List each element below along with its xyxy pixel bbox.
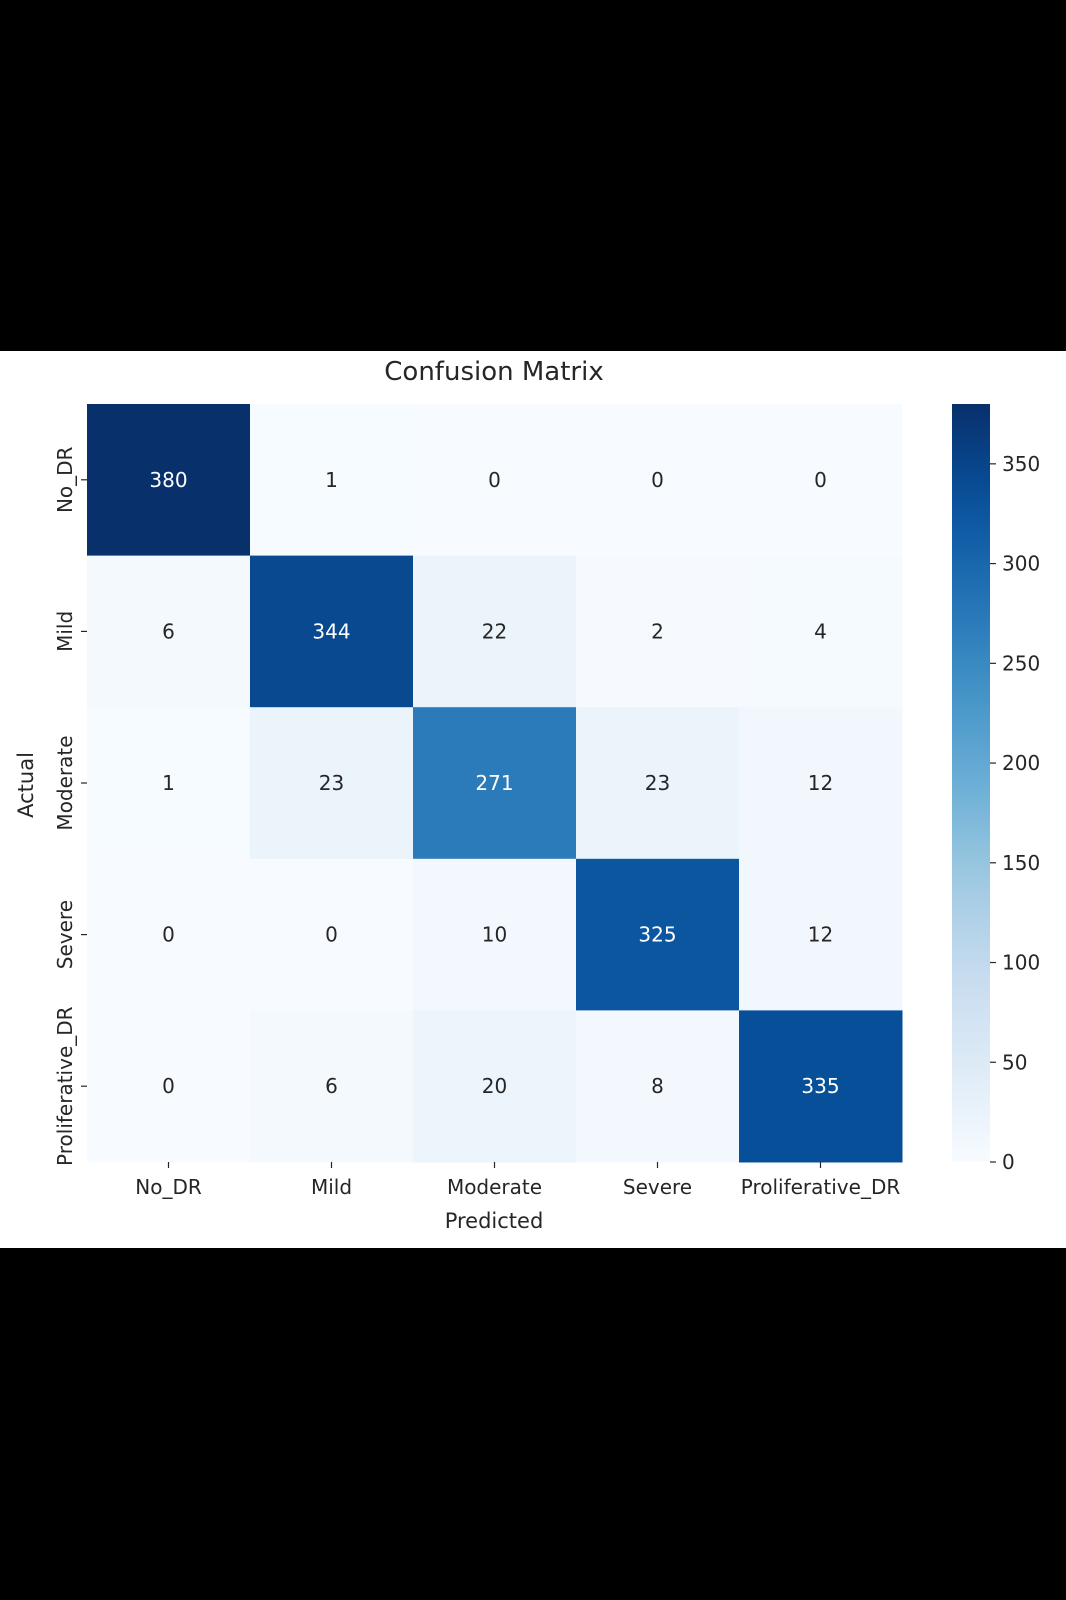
cell-value-label: 8 — [651, 1074, 664, 1098]
heatmap-cell — [250, 1010, 414, 1163]
colorbar-tick-label: 150 — [1002, 851, 1040, 875]
cell-value-label: 0 — [488, 468, 501, 492]
cell-value-label: 380 — [149, 468, 187, 492]
cell-value-label: 10 — [482, 923, 507, 947]
colorbar-tick-label: 300 — [1002, 552, 1040, 576]
confusion-matrix-chart: Confusion Matrix 380 1 0 0 06 344 22 2 41 23 271 23… — [14, 357, 1040, 1233]
y-axis-label: Actual — [14, 752, 38, 818]
colorbar — [952, 404, 990, 1162]
colorbar-tick-label: 350 — [1002, 452, 1040, 476]
cell-value-label: 335 — [801, 1074, 839, 1098]
heatmap-cells: 380 1 0 0 06 344 22 2 41 23 271 23 120 0 10 325 120 6 20 8 3… — [87, 404, 903, 1163]
cell-value-label: 344 — [312, 619, 350, 643]
colorbar-ticks: 0 50 100 150 200 250 300 350 — [990, 452, 1040, 1174]
cell-value-label: 12 — [808, 923, 833, 947]
y-tick-label: Mild — [53, 611, 77, 652]
x-tick-label: Proliferative_DR — [741, 1175, 901, 1199]
cell-value-label: 23 — [645, 771, 670, 795]
heatmap-cell — [250, 404, 414, 557]
heatmap-cell — [250, 707, 414, 860]
heatmap-cell — [576, 1010, 740, 1163]
y-axis-ticks: No_DR Mild Moderate Severe Proliferative_DR — [53, 446, 87, 1166]
chart-title: Confusion Matrix — [384, 357, 603, 387]
cell-value-label: 0 — [325, 923, 338, 947]
heatmap-cell — [87, 555, 251, 708]
heatmap-cell — [413, 858, 577, 1011]
y-tick-label: Severe — [53, 900, 77, 969]
cell-value-label: 6 — [162, 619, 175, 643]
heatmap-cell — [739, 707, 903, 860]
cell-value-label: 271 — [475, 771, 513, 795]
cell-value-label: 22 — [482, 619, 507, 643]
chart-figure: Confusion Matrix 380 1 0 0 0 6 344 22 2 4 1 23 271 23… — [0, 351, 1066, 1248]
heatmap-cell — [739, 1010, 903, 1163]
heatmap-cell — [576, 555, 740, 708]
heatmap-cell — [739, 858, 903, 1011]
heatmap-cell — [576, 404, 740, 557]
colorbar-tick-label: 0 — [1002, 1150, 1015, 1174]
cell-value-label: 325 — [638, 923, 676, 947]
heatmap-cell — [576, 858, 740, 1011]
heatmap-cell — [739, 404, 903, 557]
heatmap-cell — [87, 1010, 251, 1163]
colorbar-tick-label: 50 — [1002, 1050, 1027, 1074]
cell-value-label: 0 — [162, 923, 175, 947]
x-axis-label: Predicted — [445, 1209, 544, 1233]
heatmap-cell — [413, 404, 577, 557]
heatmap-cell — [87, 858, 251, 1011]
cell-value-label: 2 — [651, 619, 664, 643]
cell-value-label: 1 — [325, 468, 338, 492]
heatmap-cell — [739, 555, 903, 708]
x-tick-label: Mild — [311, 1175, 352, 1199]
x-tick-label: No_DR — [135, 1175, 202, 1199]
heatmap-cell — [87, 404, 251, 557]
y-tick-label: Proliferative_DR — [53, 1006, 77, 1166]
heatmap-cell — [413, 555, 577, 708]
heatmap-cell — [87, 707, 251, 860]
heatmap-cell — [250, 555, 414, 708]
cell-value-label: 0 — [814, 468, 827, 492]
heatmap-cell — [576, 707, 740, 860]
cell-value-label: 20 — [482, 1074, 507, 1098]
heatmap-cell — [413, 1010, 577, 1163]
colorbar-tick-label: 250 — [1002, 651, 1040, 675]
x-tick-label: Moderate — [447, 1175, 542, 1199]
cell-value-label: 12 — [808, 771, 833, 795]
y-tick-label: No_DR — [53, 446, 77, 513]
cell-value-label: 0 — [651, 468, 664, 492]
cell-value-label: 4 — [814, 619, 827, 643]
y-tick-label: Moderate — [53, 735, 77, 830]
cell-value-label: 0 — [162, 1074, 175, 1098]
heatmap-cell — [250, 858, 414, 1011]
cell-value-label: 1 — [162, 771, 175, 795]
x-axis-ticks: No_DR Mild Moderate Severe Proliferative_DR — [135, 1162, 900, 1199]
x-tick-label: Severe — [623, 1175, 692, 1199]
cell-value-label: 6 — [325, 1074, 338, 1098]
colorbar-tick-label: 200 — [1002, 751, 1040, 775]
colorbar-tick-label: 100 — [1002, 951, 1040, 975]
cell-value-label: 23 — [319, 771, 344, 795]
heatmap-cell — [413, 707, 577, 860]
